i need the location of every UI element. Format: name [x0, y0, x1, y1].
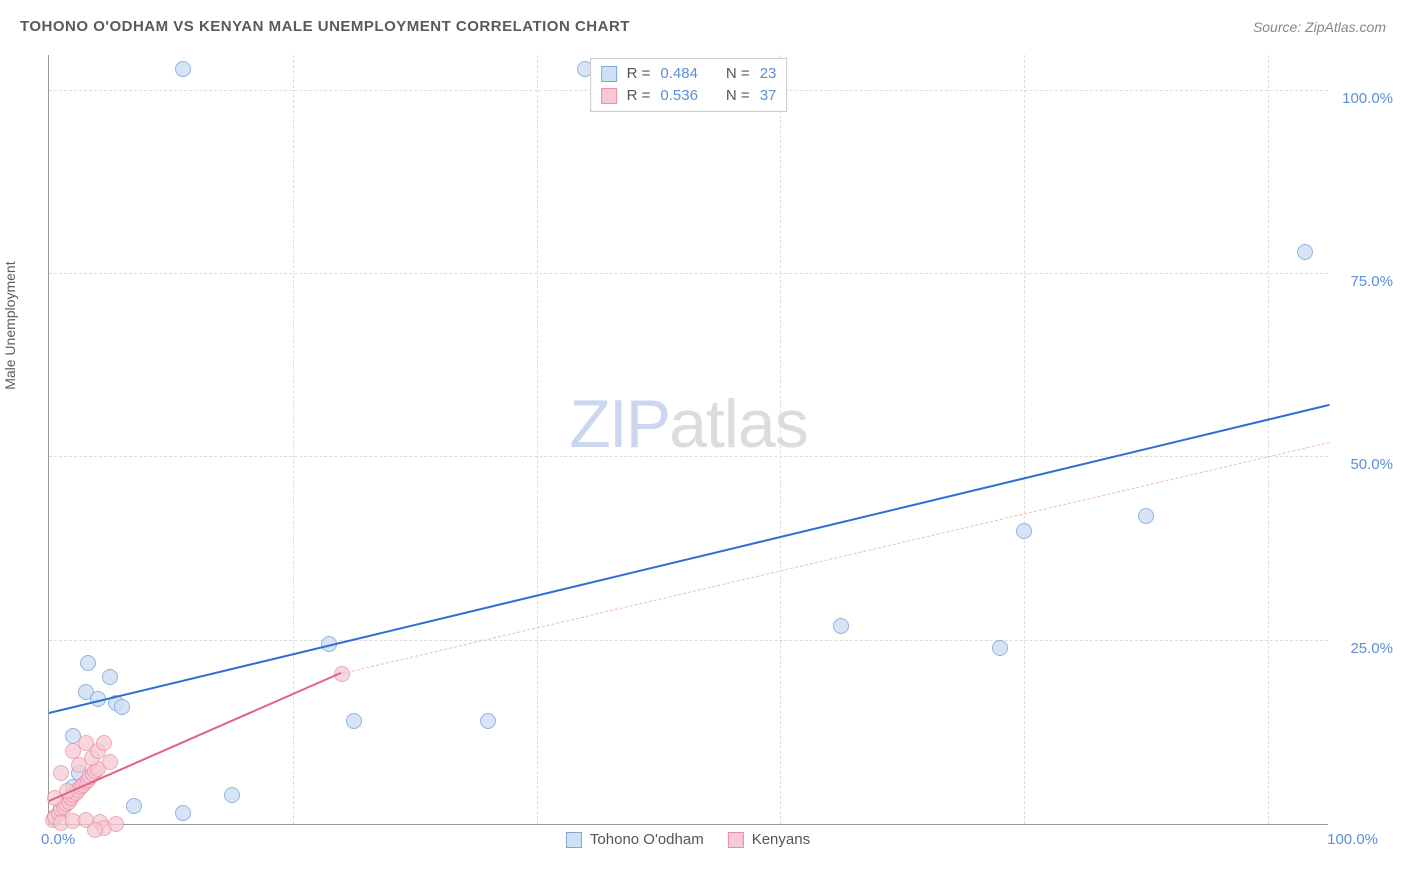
data-point	[833, 618, 849, 634]
legend-swatch	[566, 832, 582, 848]
data-point	[114, 699, 130, 715]
y-tick-label: 50.0%	[1350, 456, 1393, 473]
legend-swatch	[601, 88, 617, 104]
data-point	[1297, 244, 1313, 260]
x-axis-max-label: 100.0%	[1327, 831, 1378, 848]
data-point	[175, 805, 191, 821]
y-tick-label: 100.0%	[1342, 90, 1393, 107]
chart-title: TOHONO O'ODHAM VS KENYAN MALE UNEMPLOYME…	[20, 18, 630, 35]
trendline	[49, 404, 1329, 714]
correlation-legend: R = 0.484 N = 23 R = 0.536 N = 37	[590, 58, 788, 112]
x-axis-origin-label: 0.0%	[41, 831, 75, 848]
gridline	[1024, 55, 1025, 824]
source-attribution: Source: ZipAtlas.com	[1253, 19, 1386, 35]
data-point	[224, 787, 240, 803]
data-point	[108, 816, 124, 832]
legend-n-label: N =	[726, 63, 750, 85]
legend-r-label: R =	[627, 85, 651, 107]
data-point	[992, 640, 1008, 656]
legend-row: R = 0.484 N = 23	[601, 63, 777, 85]
data-point	[1138, 508, 1154, 524]
watermark: ZIPatlas	[569, 385, 807, 463]
gridline	[1268, 55, 1269, 824]
data-point	[78, 735, 94, 751]
legend-r-value: 0.484	[660, 63, 698, 85]
legend-label: Tohono O'odham	[590, 831, 704, 848]
data-point	[126, 798, 142, 814]
data-point	[102, 754, 118, 770]
series-legend: Tohono O'odham Kenyans	[566, 831, 810, 848]
legend-n-value: 23	[760, 63, 777, 85]
data-point	[346, 713, 362, 729]
legend-n-value: 37	[760, 85, 777, 107]
legend-r-label: R =	[627, 63, 651, 85]
gridline	[49, 273, 1328, 274]
y-tick-label: 25.0%	[1350, 640, 1393, 657]
plot-area: ZIPatlas R =0.484N =23R =0.536N =37 0.0%…	[48, 55, 1328, 825]
legend-n-label: N =	[726, 85, 750, 107]
gridline	[293, 55, 294, 824]
data-point	[480, 713, 496, 729]
legend-r-value: 0.536	[660, 85, 698, 107]
gridline	[537, 55, 538, 824]
legend-label: Kenyans	[752, 831, 810, 848]
data-point	[102, 669, 118, 685]
y-axis-label: Male Unemployment	[2, 261, 18, 389]
data-point	[1016, 523, 1032, 539]
data-point	[87, 822, 103, 838]
gridline	[49, 640, 1328, 641]
data-point	[175, 61, 191, 77]
legend-swatch	[601, 66, 617, 82]
legend-item: Tohono O'odham	[566, 831, 704, 848]
gridline	[49, 456, 1328, 457]
data-point	[80, 655, 96, 671]
data-point	[53, 765, 69, 781]
data-point	[96, 735, 112, 751]
legend-swatch	[728, 832, 744, 848]
y-tick-label: 75.0%	[1350, 273, 1393, 290]
gridline	[780, 55, 781, 824]
legend-row: R = 0.536 N = 37	[601, 85, 777, 107]
legend-item: Kenyans	[728, 831, 810, 848]
